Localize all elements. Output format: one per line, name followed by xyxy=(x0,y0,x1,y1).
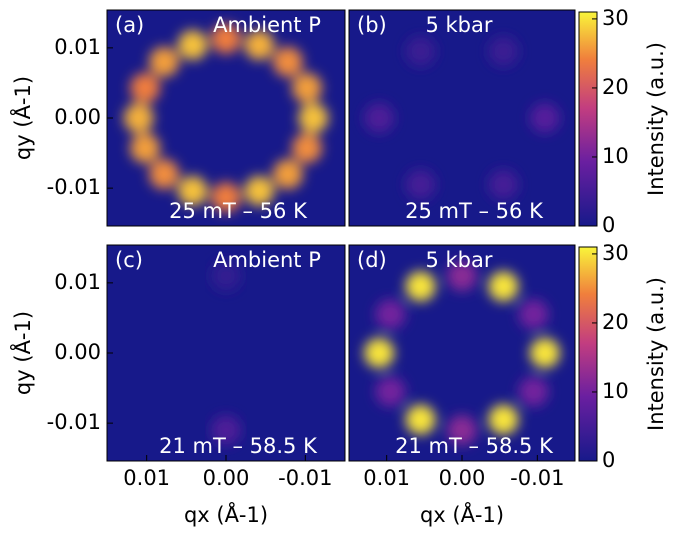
intensity-spot xyxy=(211,23,241,54)
intensity-spot xyxy=(130,133,161,164)
intensity-spot xyxy=(177,175,208,206)
intensity-spot xyxy=(244,30,275,61)
x-axis-label: qx (Å-1) xyxy=(184,501,268,527)
intensity-spot xyxy=(364,338,395,368)
panel-title: 5 kbar xyxy=(425,13,492,37)
intensity-spot xyxy=(488,36,519,67)
intensity-spot xyxy=(488,271,519,302)
intensity-spot xyxy=(447,260,477,291)
intensity-map xyxy=(123,23,329,213)
intensity-spot xyxy=(272,159,303,190)
panel-title: Ambient P xyxy=(213,248,321,272)
intensity-spot xyxy=(364,103,395,133)
intensity-spot xyxy=(211,415,241,446)
y-axis-label: qy (Å-1) xyxy=(9,311,35,395)
colorbar-label: Intensity (a.u.) xyxy=(644,42,668,196)
x-tick-label: -0.01 xyxy=(278,466,332,490)
panel-label: (b) xyxy=(357,13,387,37)
intensity-spot xyxy=(405,271,436,302)
x-tick-label: 0.01 xyxy=(363,466,410,490)
intensity-spot xyxy=(375,376,406,407)
y-tick-label: -0.01 xyxy=(47,175,101,199)
colorbar-label: Intensity (a.u.) xyxy=(644,277,668,431)
intensity-spot xyxy=(529,338,560,368)
panel-title: Ambient P xyxy=(213,13,321,37)
intensity-spot xyxy=(244,175,275,206)
intensity-spot xyxy=(130,72,161,103)
intensity-spot xyxy=(177,30,208,61)
x-tick-label: 0.00 xyxy=(439,466,486,490)
intensity-spot xyxy=(529,103,560,133)
intensity-map xyxy=(211,260,241,446)
colorbar-tick-label: 0 xyxy=(602,448,615,472)
intensity-spot xyxy=(272,46,303,77)
panel-label: (d) xyxy=(357,248,387,272)
x-tick-label: -0.01 xyxy=(510,466,564,490)
y-axis-label: qy (Å-1) xyxy=(9,76,35,160)
colorbar-tick-label: 10 xyxy=(602,379,629,403)
intensity-spot xyxy=(518,299,549,330)
condition: 21 mT – 58.5 K xyxy=(159,434,318,458)
intensity-spot xyxy=(405,404,436,435)
intensity-spot xyxy=(298,103,329,133)
colorbar xyxy=(578,246,598,462)
colorbar-tick-label: 10 xyxy=(602,144,629,168)
condition: 25 mT – 56 K xyxy=(405,199,544,223)
colorbar-tick-label: 30 xyxy=(602,241,629,265)
panel-label: (a) xyxy=(115,13,144,37)
y-tick-label: 0.01 xyxy=(54,270,101,294)
intensity-spot xyxy=(211,182,241,213)
colorbar-tick-label: 30 xyxy=(602,6,629,30)
colorbar-tick-label: 20 xyxy=(602,75,629,99)
colorbar-tick-label: 20 xyxy=(602,310,629,334)
intensity-spot xyxy=(291,133,322,164)
intensity-spot xyxy=(149,159,180,190)
y-tick-label: 0.00 xyxy=(54,105,101,129)
intensity-spot xyxy=(488,404,519,435)
y-tick-label: 0.01 xyxy=(54,35,101,59)
intensity-spot xyxy=(447,415,477,446)
intensity-spot xyxy=(488,169,519,200)
intensity-spot xyxy=(518,376,549,407)
intensity-map xyxy=(364,260,560,446)
y-tick-label: -0.01 xyxy=(47,410,101,434)
panel-title: 5 kbar xyxy=(425,248,492,272)
intensity-spot xyxy=(211,260,241,291)
condition: 21 mT – 58.5 K xyxy=(395,434,554,458)
intensity-spot xyxy=(123,103,154,133)
intensity-spot xyxy=(405,169,436,200)
intensity-spot xyxy=(149,46,180,77)
panel-label: (c) xyxy=(115,248,143,272)
x-axis-label: qx (Å-1) xyxy=(420,501,504,527)
x-tick-label: 0.01 xyxy=(123,466,170,490)
intensity-spot xyxy=(375,299,406,330)
intensity-spot xyxy=(405,36,436,67)
condition: 25 mT – 56 K xyxy=(169,199,308,223)
colorbar xyxy=(578,11,598,227)
x-tick-label: 0.00 xyxy=(203,466,250,490)
y-tick-label: 0.00 xyxy=(54,340,101,364)
intensity-map xyxy=(364,36,560,200)
intensity-spot xyxy=(291,72,322,103)
panel-frame xyxy=(348,9,576,227)
colorbar-tick-label: 0 xyxy=(602,213,615,237)
